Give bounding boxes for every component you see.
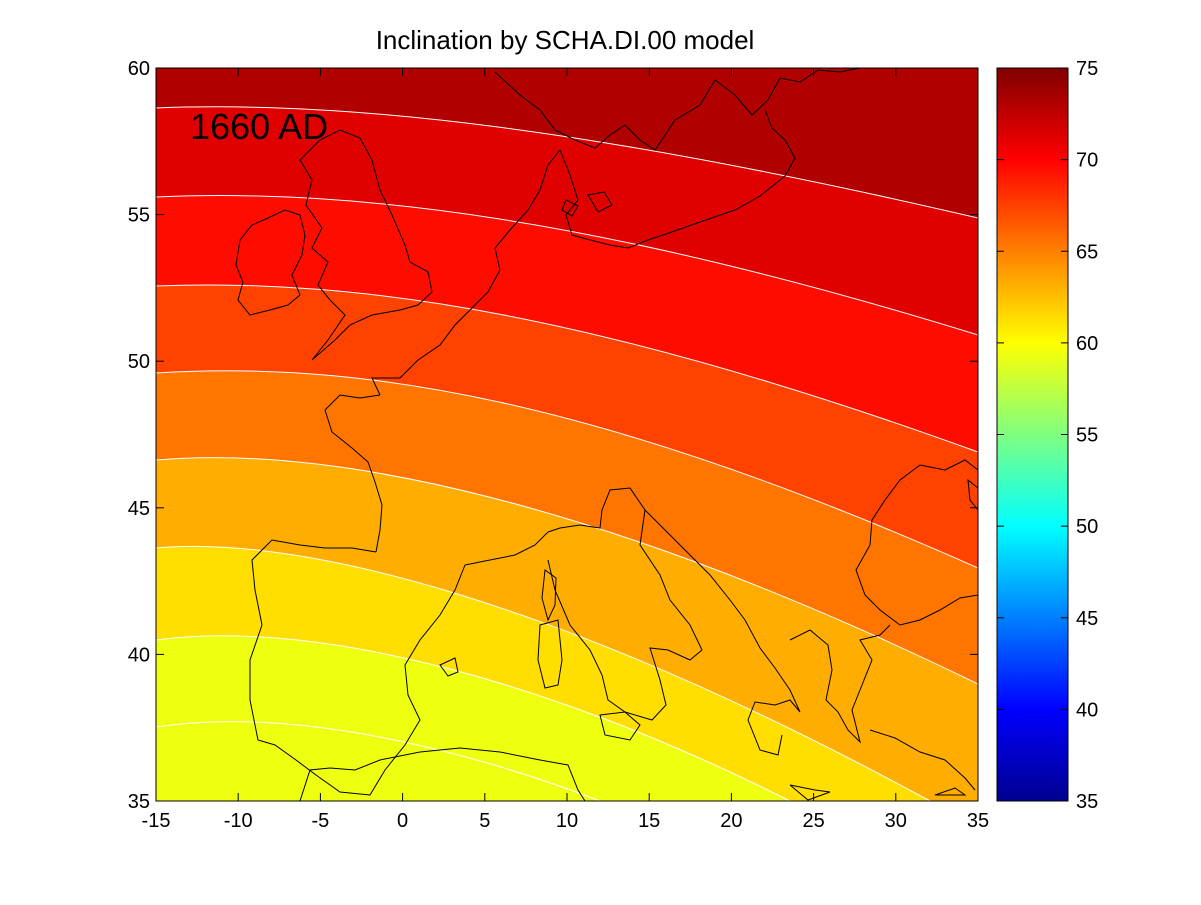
- coastline-turkey: [869, 729, 976, 791]
- contour-line: [156, 106, 978, 219]
- colorbar-gradient: [997, 68, 1068, 801]
- x-tick-label: 15: [638, 810, 660, 832]
- inclination-map: -15 -10 -5 0 5 10 15 20 25 30 35 35 40 45 50 55 60 1660 …: [128, 58, 989, 832]
- x-tick-label: 20: [720, 810, 742, 832]
- contour-lines: [156, 106, 978, 801]
- coastline-great-britain: [299, 129, 433, 361]
- contour-line: [156, 457, 978, 685]
- coastline-balearic: [439, 657, 459, 677]
- contour-line: [156, 370, 978, 569]
- colorbar-tick-label: 35: [1076, 791, 1098, 813]
- y-tick-label: 45: [128, 498, 150, 520]
- y-tick-label: 40: [128, 644, 150, 666]
- colorbar-tick-label: 75: [1076, 58, 1098, 80]
- contour-line: [156, 284, 978, 453]
- x-tick-label: 0: [397, 810, 408, 832]
- contour-line: [156, 545, 931, 801]
- year-annotation: 1660 AD: [190, 106, 328, 147]
- x-tick-label: 5: [479, 810, 490, 832]
- coastline-africa: [299, 747, 586, 801]
- colorbar-tick-label: 50: [1076, 516, 1098, 538]
- contour-line: [156, 721, 601, 801]
- coastline-black-sea: [855, 459, 978, 626]
- contour-line: [156, 635, 791, 801]
- coastlines: [235, 68, 978, 801]
- y-tick-label: 60: [128, 58, 150, 80]
- x-tick-label: -5: [312, 810, 330, 832]
- coastline-crimea: [967, 478, 978, 511]
- map-ticks: -15 -10 -5 0 5 10 15 20 25 30 35 35 40 45 50 55 60: [128, 58, 989, 832]
- x-tick-label: 25: [802, 810, 824, 832]
- x-tick-label: 10: [556, 810, 578, 832]
- coastline-north-sea-continent: [371, 149, 561, 396]
- x-tick-label: 30: [885, 810, 907, 832]
- colorbar: 35 40 45 50 55 60 65 70 75: [996, 58, 1098, 813]
- coastline-ireland: [235, 209, 306, 316]
- y-tick-label: 55: [128, 205, 150, 227]
- plot-title: Inclination by SCHA.DI.00 model: [376, 25, 755, 55]
- colorbar-tick-label: 65: [1076, 241, 1098, 263]
- coastline-france-atlantic: [324, 394, 383, 553]
- y-tick-label: 50: [128, 351, 150, 373]
- coastline-jutland: [559, 149, 667, 249]
- coastline-sicily: [599, 711, 641, 741]
- colorbar-tick-label: 70: [1076, 150, 1098, 172]
- coastline-italy: [547, 487, 703, 721]
- coastline-crete: [789, 784, 831, 801]
- x-tick-label: 35: [967, 810, 989, 832]
- x-tick-label: -10: [224, 810, 253, 832]
- contour-line: [156, 195, 978, 336]
- colorbar-tick-label: 55: [1076, 425, 1098, 447]
- y-tick-label: 35: [128, 791, 150, 813]
- coastline-greece: [789, 624, 891, 744]
- coastline-france-med: [464, 531, 549, 566]
- coastline-danish-islands: [561, 191, 613, 217]
- coastline-scandinavia: [494, 68, 861, 151]
- coastline-iberia: [249, 539, 466, 796]
- coastline-cyprus: [934, 787, 967, 796]
- x-tick-label: -15: [142, 810, 171, 832]
- coastline-balkans: [644, 509, 801, 756]
- colorbar-tick-label: 40: [1076, 699, 1098, 721]
- colorbar-tick-label: 60: [1076, 333, 1098, 355]
- coastline-corsica: [541, 569, 557, 622]
- colorbar-tick-label: 45: [1076, 608, 1098, 630]
- coastline-baltic-south: [665, 109, 796, 235]
- colorbar-ticks: 35 40 45 50 55 60 65 70 75: [997, 58, 1098, 813]
- coastline-sardinia: [537, 619, 563, 689]
